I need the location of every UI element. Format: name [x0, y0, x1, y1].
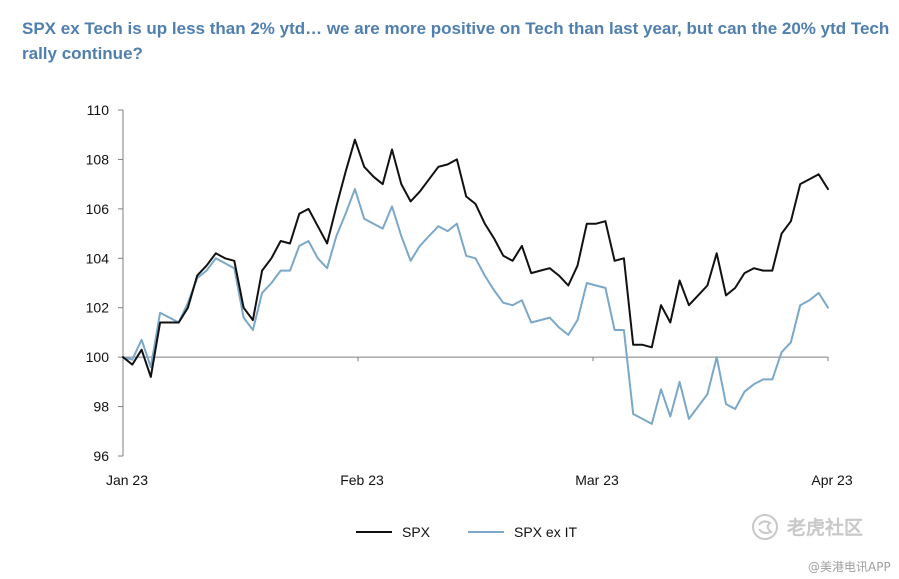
y-tick-label: 104: [86, 250, 110, 266]
chart-title: SPX ex Tech is up less than 2% ytd… we a…: [22, 19, 890, 63]
y-tick-label: 96: [93, 448, 109, 464]
watermark-logo-icon: [752, 514, 778, 540]
legend-label: SPX: [402, 524, 431, 540]
series-line-spx-ex-it: [122, 188, 829, 425]
x-tick-label: Mar 23: [575, 472, 619, 488]
series-line-spx: [122, 138, 829, 378]
y-tick-label: 110: [87, 102, 110, 118]
y-tick-label: 102: [86, 300, 110, 316]
x-tick-label: Feb 23: [340, 472, 384, 488]
y-tick-label: 100: [86, 349, 110, 365]
legend: SPX SPX ex IT: [356, 524, 577, 540]
y-axis: 96 98 100 102 104 106 108 110: [86, 102, 124, 464]
legend-label: SPX ex IT: [514, 524, 577, 540]
y-tick-label: 106: [86, 201, 110, 217]
y-tick-label: 98: [93, 399, 109, 415]
series-layer: [122, 138, 829, 425]
x-axis: Jan 23 Feb 23 Mar 23 Apr 23: [106, 356, 853, 488]
watermark-text: 老虎社区: [787, 516, 863, 539]
watermark-sub-text: @美港电讯APP: [808, 560, 891, 574]
x-tick-label: Apr 23: [811, 472, 852, 488]
y-tick-label: 108: [86, 151, 110, 167]
watermark: 老虎社区 @美港电讯APP: [752, 514, 891, 574]
x-tick-label: Jan 23: [106, 472, 148, 488]
